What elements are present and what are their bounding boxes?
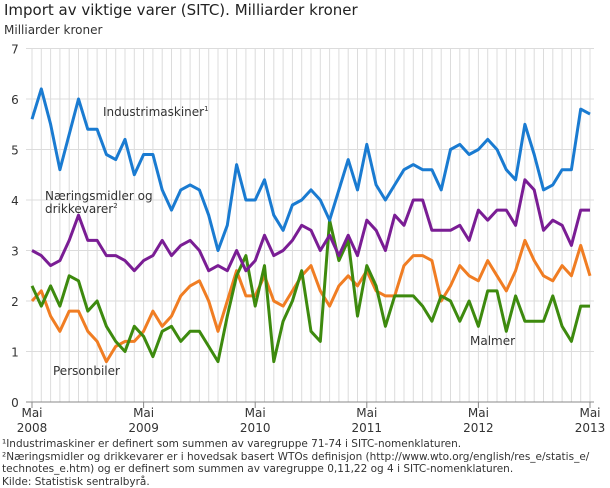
y-tick-label: 0 [11, 396, 19, 410]
x-tick-month: Mai [133, 406, 154, 420]
x-tick-year: 2010 [240, 421, 271, 435]
y-tick-label: 2 [11, 295, 19, 309]
x-tick-year: 2013 [575, 421, 606, 435]
series-line-industrimaskiner [30, 87, 591, 252]
series-label-malmer: Malmer [470, 334, 515, 348]
source-note: Kilde: Statistisk sentralbyrå. [2, 475, 150, 488]
series-line-næringsmidler-og-drikkevarer [31, 178, 590, 273]
series-label-industrimaskiner: Industrimaskiner1 [103, 105, 209, 119]
chart-title: Import av viktige varer (SITC). Milliard… [4, 1, 358, 19]
series-line-personbiler [30, 238, 592, 364]
x-tick-year: 2008 [17, 421, 48, 435]
series-line-malmer [30, 218, 590, 364]
series-label-naeringsmidler-cont: drikkevarer2 [45, 202, 118, 216]
footnote-1: ¹Industrimaskiner er definert som summen… [2, 438, 462, 450]
x-tick-month: Mai [468, 406, 489, 420]
footnote-2: ²Næringsmidler og drikkevarer er i hoved… [2, 450, 590, 463]
y-tick-label: 4 [11, 194, 19, 208]
x-tick-month: Mai [21, 406, 42, 420]
x-tick-year: 2011 [352, 421, 383, 435]
y-tick-label: 1 [11, 346, 19, 360]
footnotes: ¹Industrimaskiner er definert som summen… [2, 438, 607, 488]
series-label-naeringsmidler: Næringsmidler og [45, 189, 153, 203]
y-axis-label: Milliarder kroner [4, 23, 103, 37]
y-tick-label: 3 [11, 245, 19, 259]
x-tick-month: Mai [245, 406, 266, 420]
x-tick-month: Mai [356, 406, 377, 420]
y-tick-label: 7 [11, 43, 19, 57]
x-tick-year: 2009 [128, 421, 159, 435]
y-tick-label: 5 [11, 144, 19, 158]
y-tick-label: 6 [11, 93, 19, 107]
x-tick-month: Mai [579, 406, 600, 420]
series-label-personbiler: Personbiler [53, 364, 120, 378]
x-tick-year: 2012 [463, 421, 494, 435]
footnote-2-cont: technotes_e.htm) og er definert som summ… [2, 463, 514, 475]
